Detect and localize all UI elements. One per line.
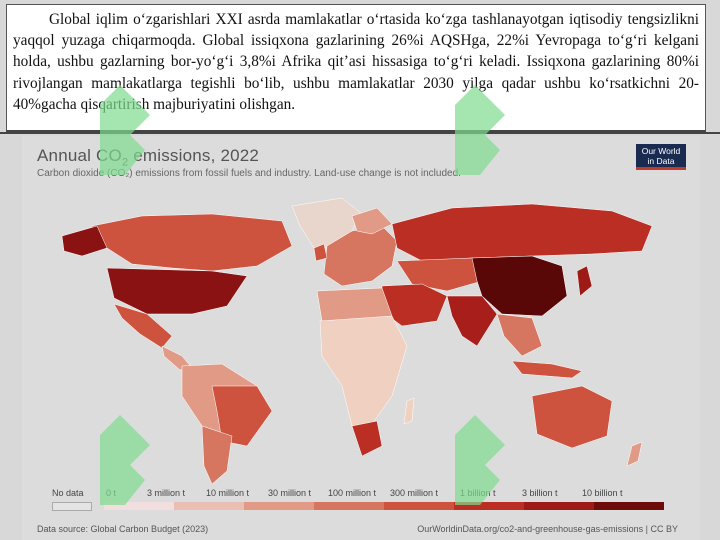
mexico: [113, 303, 173, 349]
usa: [106, 267, 248, 315]
legend-bin-label: 3 billion t: [522, 488, 558, 498]
south-america-south: [201, 425, 233, 485]
africa: [319, 315, 408, 432]
owid-logo[interactable]: Our World in Data: [636, 144, 686, 170]
legend-bin-label: 300 million t: [390, 488, 439, 498]
india: [446, 295, 498, 347]
figure-subtitle: Carbon dioxide (CO₂) emissions from foss…: [37, 168, 461, 179]
central-asia: [396, 257, 483, 292]
uk: [313, 243, 328, 262]
world-map: [61, 197, 653, 485]
legend-bin-label: 10 million t: [206, 488, 250, 498]
data-source: Data source: Global Carbon Budget (2023): [37, 524, 209, 534]
canada: [91, 213, 293, 272]
legend-bin-label: 100 million t: [328, 488, 377, 498]
legend-no-data-label: No data: [52, 488, 84, 498]
south-africa: [351, 420, 383, 457]
alaska: [61, 225, 108, 257]
southeast-asia: [496, 313, 543, 357]
paragraph-text: Global iqlim o‘zgarishlari XXI asrda mam…: [13, 11, 699, 113]
watermark-logo-icon: [455, 85, 505, 175]
map-legend: No data 0 t 3 million t 10 million t 30 …: [52, 488, 672, 518]
legend-bin-label: 30 million t: [268, 488, 312, 498]
russia: [391, 203, 653, 262]
new-zealand: [626, 441, 643, 467]
watermark-logo-icon: [100, 85, 150, 175]
legend-color-scale: [104, 502, 664, 510]
watermark-logo-icon: [100, 415, 150, 505]
australia: [531, 385, 613, 449]
legend-bin-label: 3 million t: [147, 488, 186, 498]
legend-no-data-swatch: [52, 502, 92, 511]
madagascar: [403, 397, 415, 425]
scandinavia: [351, 207, 393, 235]
indonesia: [511, 360, 583, 379]
watermark-logo-icon: [455, 415, 505, 505]
china: [471, 255, 568, 317]
brazil: [211, 385, 273, 447]
japan: [576, 265, 593, 297]
divider-line: [0, 132, 720, 134]
legend-bin-label: 10 billion t: [582, 488, 623, 498]
source-url[interactable]: OurWorldinData.org/co2-and-greenhouse-ga…: [417, 524, 678, 534]
